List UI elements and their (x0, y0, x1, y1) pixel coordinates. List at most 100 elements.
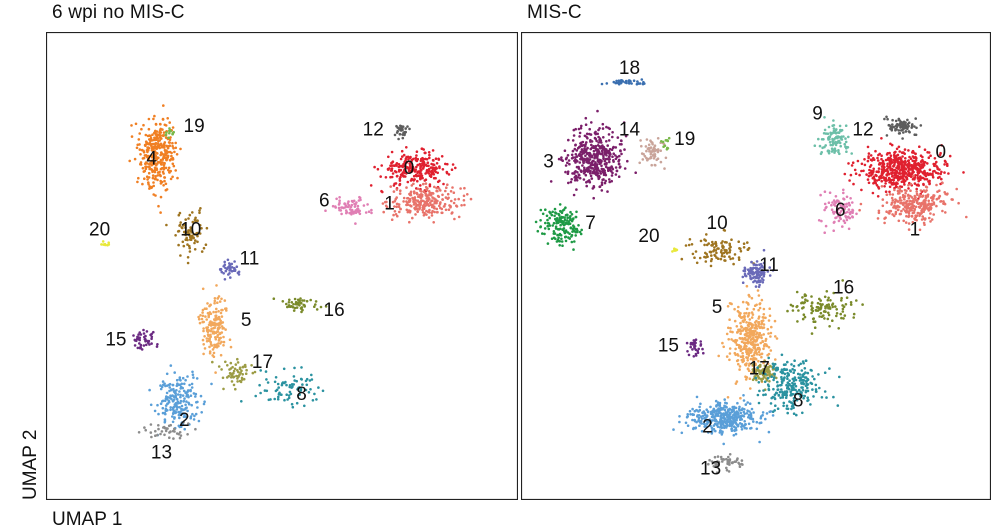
cell-point (173, 403, 177, 406)
cell-point (838, 141, 842, 145)
cell-point (463, 203, 466, 207)
cell-point (733, 351, 737, 355)
cell-point (748, 318, 752, 321)
cell-point (159, 182, 163, 185)
cell-point (453, 217, 456, 221)
cell-point (202, 402, 206, 406)
cell-point (598, 137, 602, 140)
cell-point (725, 419, 729, 423)
cell-point (718, 431, 722, 434)
cell-point (185, 236, 188, 240)
cell-point (313, 392, 316, 396)
cell-point (590, 161, 594, 164)
cell-point (427, 169, 431, 173)
cell-point (358, 212, 362, 216)
cell-point (148, 166, 151, 169)
cell-point (927, 156, 931, 159)
cell-point (927, 199, 930, 203)
cell-point (814, 383, 818, 387)
cell-point (198, 209, 201, 212)
cell-point (940, 177, 943, 181)
cell-point (776, 368, 780, 371)
cell-point (687, 243, 691, 247)
cell-point (697, 347, 700, 351)
cell-point (747, 422, 751, 426)
cell-point (143, 154, 147, 157)
cell-point (395, 164, 398, 167)
cell-point (293, 306, 297, 310)
cell-point (747, 416, 750, 419)
cell-point (896, 189, 900, 193)
cell-point (716, 401, 720, 404)
cell-point (727, 413, 730, 417)
cell-point (543, 232, 546, 236)
cell-point (189, 228, 192, 232)
cell-point (554, 225, 558, 228)
cell-point (898, 150, 901, 153)
cell-point (565, 156, 568, 160)
cell-point (184, 218, 187, 221)
cell-point (708, 458, 711, 462)
cell-point (825, 290, 829, 293)
cell-point (776, 380, 779, 384)
cell-point (578, 131, 582, 135)
cell-point (743, 426, 747, 430)
cell-point (299, 389, 303, 392)
cell-point (902, 203, 905, 206)
cell-point (171, 415, 174, 418)
cell-point (831, 201, 834, 204)
cell-point (133, 344, 137, 347)
cell-point (164, 133, 168, 137)
cell-point (750, 354, 754, 358)
cell-point (870, 159, 874, 162)
cell-point (288, 390, 292, 394)
cell-point (171, 420, 175, 424)
cell-point (895, 125, 899, 129)
cell-point (914, 196, 917, 199)
cell-point (684, 244, 688, 247)
cell-point (736, 424, 740, 428)
cell-point (874, 181, 878, 185)
cell-point (719, 406, 723, 410)
cell-point (139, 161, 143, 164)
cell-point (621, 80, 625, 83)
cell-point (912, 197, 915, 201)
cell-point (617, 175, 621, 178)
cell-point (737, 305, 740, 309)
cell-point (853, 168, 857, 172)
cell-point (159, 142, 163, 146)
cell-point (144, 334, 147, 338)
cell-point (705, 233, 708, 236)
cell-point (817, 306, 820, 310)
cell-point (440, 155, 444, 158)
cell-point (196, 240, 199, 244)
cell-point (702, 422, 706, 425)
cell-point (220, 340, 223, 344)
cell-point (800, 369, 804, 372)
cell-point (756, 368, 760, 372)
cell-point (838, 211, 842, 215)
cell-point (755, 280, 759, 283)
cell-point (692, 426, 695, 430)
cell-point (791, 367, 794, 371)
cell-point (929, 220, 932, 223)
cell-point (689, 413, 692, 416)
cell-point (569, 210, 572, 214)
cell-point (757, 308, 760, 312)
cell-point (597, 141, 600, 144)
cell-point (178, 376, 182, 379)
cell-point (832, 127, 836, 130)
cell-point (705, 252, 708, 256)
cell-point (147, 171, 151, 175)
cell-point (691, 252, 695, 256)
cell-point (397, 137, 400, 141)
cell-point (785, 368, 789, 371)
cell-point (735, 418, 738, 422)
cluster-13 (707, 453, 744, 475)
cell-point (160, 430, 164, 433)
cell-point (887, 156, 890, 160)
cell-point (607, 139, 611, 142)
cell-point (398, 127, 401, 130)
cell-point (849, 173, 853, 177)
